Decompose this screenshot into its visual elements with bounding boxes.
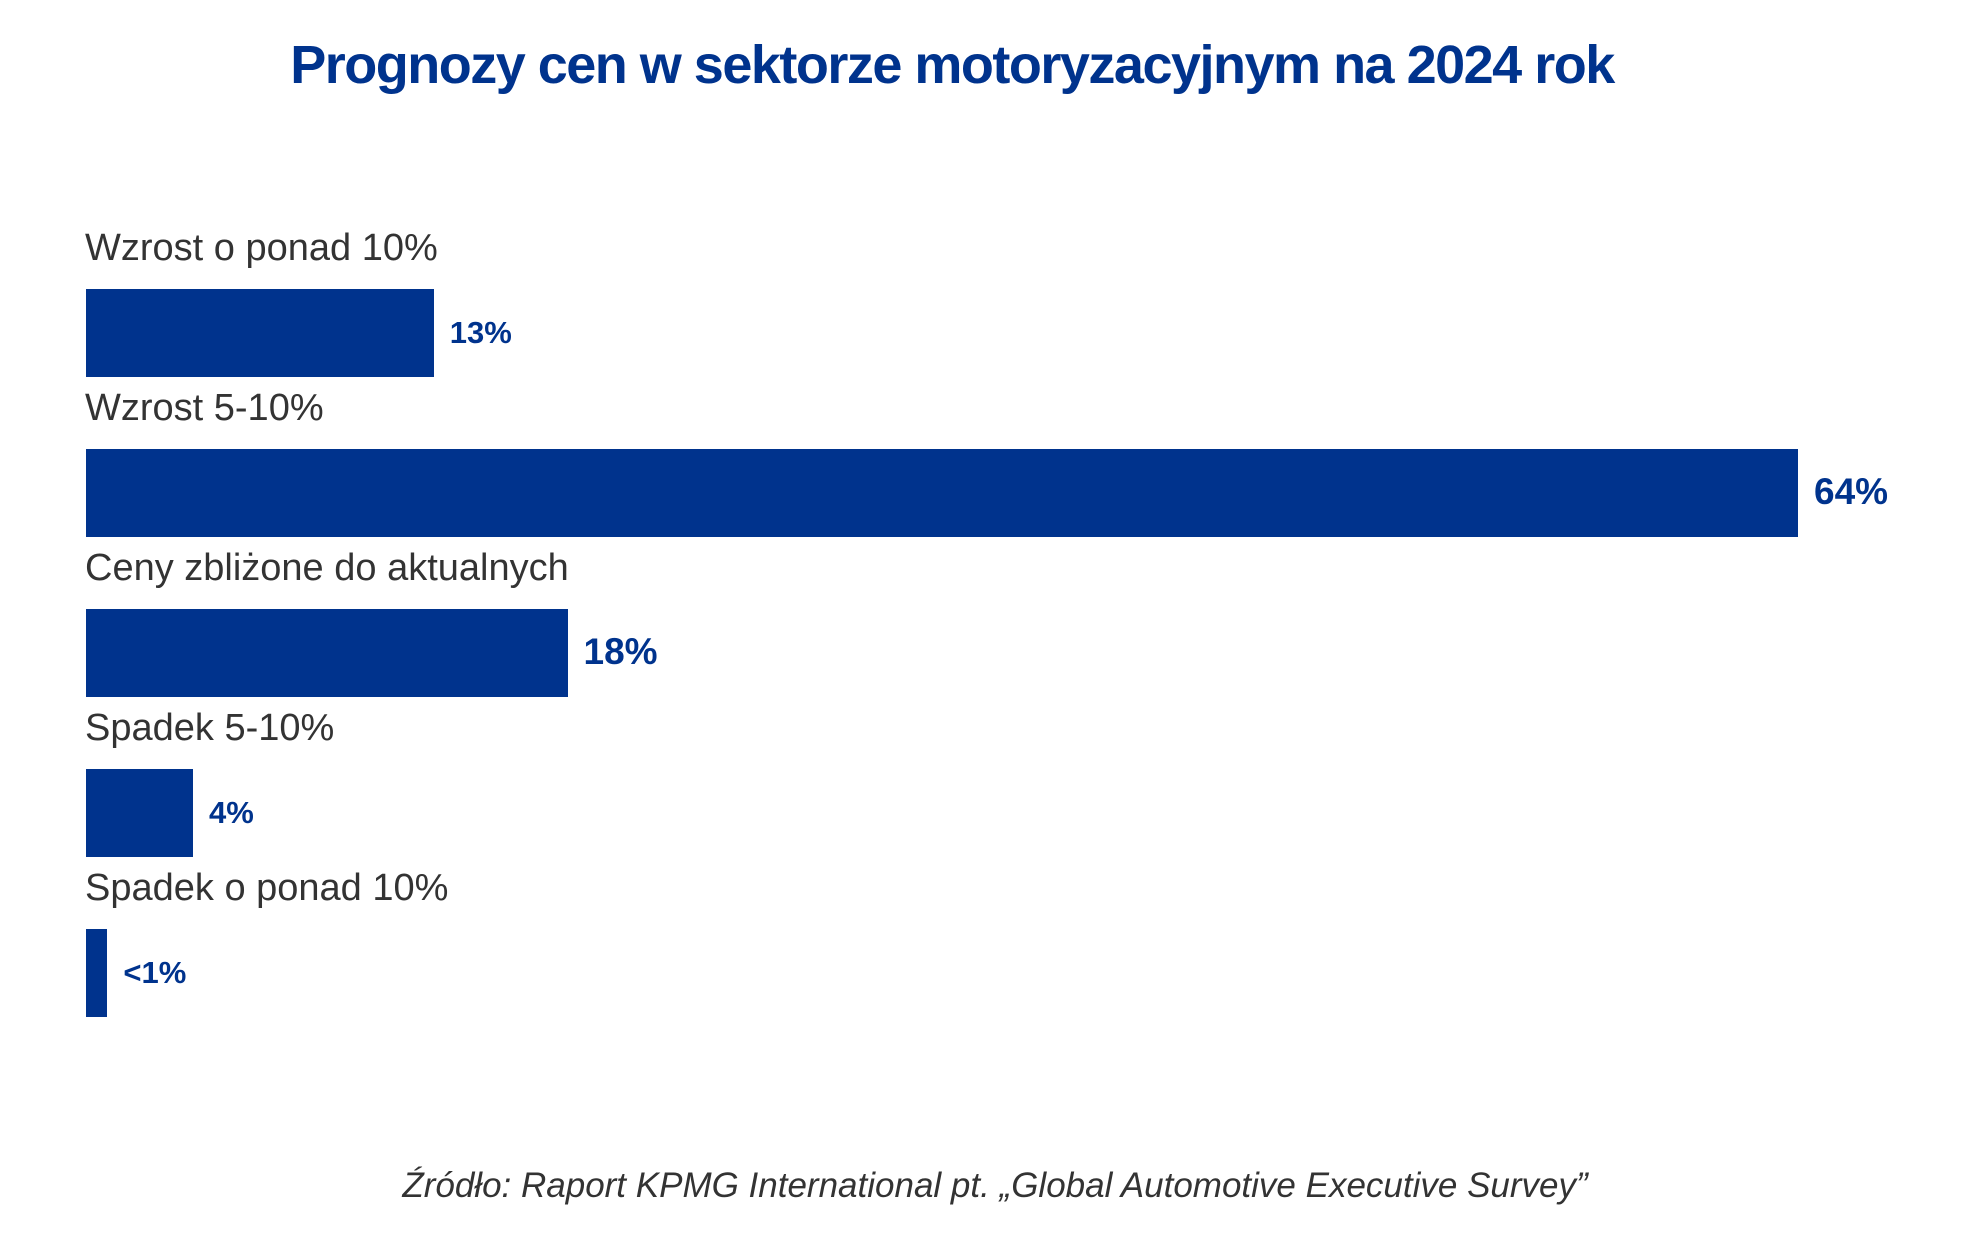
data-label: <1% [123, 955, 187, 990]
source-note: Źródło: Raport KPMG International pt. „G… [402, 1166, 1588, 1205]
bar [86, 929, 108, 1017]
bar [86, 289, 434, 377]
category-label: Wzrost 5-10% [85, 387, 324, 429]
bar [86, 769, 193, 857]
bar [86, 449, 1798, 537]
data-label: 4% [209, 795, 254, 830]
category-label: Wzrost o ponad 10% [85, 227, 438, 269]
category-label: Spadek 5-10% [85, 707, 335, 749]
data-label: 64% [1814, 471, 1889, 512]
data-label: 18% [583, 631, 658, 672]
bar [86, 609, 568, 697]
category-label: Ceny zbliżone do aktualnych [85, 547, 569, 589]
data-label: 13% [449, 315, 512, 350]
category-label: Spadek o ponad 10% [85, 867, 449, 909]
chart-title: Prognozy cen w sektorze motoryzacyjnym n… [290, 35, 1615, 95]
